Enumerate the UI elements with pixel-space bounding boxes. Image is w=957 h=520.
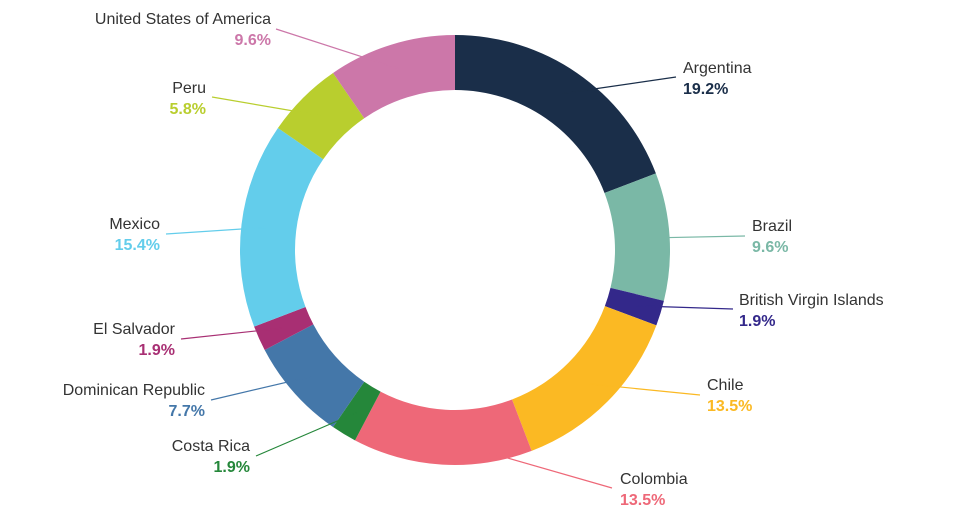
slice-label-value: 9.6% bbox=[235, 32, 271, 49]
slice-label-value: 9.6% bbox=[752, 239, 788, 256]
slice-label-name: Colombia bbox=[620, 471, 688, 488]
slice-el-salvador bbox=[254, 307, 314, 351]
slice-labels: Argentina 19.2% Brazil 9.6% British Virgin I… bbox=[63, 11, 884, 509]
slice-label-value: 13.5% bbox=[620, 492, 665, 509]
slice-label-value: 15.4% bbox=[115, 237, 160, 254]
leader-line bbox=[210, 375, 314, 401]
slice-label-name: United States of America bbox=[95, 11, 271, 28]
slice-label-name: El Salvador bbox=[93, 321, 175, 338]
leader-line bbox=[636, 305, 734, 310]
slice-chile bbox=[512, 306, 657, 451]
slice-label-value: 7.7% bbox=[169, 403, 205, 420]
leader-line bbox=[589, 383, 701, 396]
slice-dominican-republic bbox=[264, 324, 365, 428]
slice-colombia bbox=[354, 391, 532, 465]
slice-label-value: 5.8% bbox=[170, 101, 206, 118]
slice-label-value: 13.5% bbox=[707, 398, 752, 415]
slice-label-name: Mexico bbox=[109, 216, 160, 233]
slice-label-value: 1.9% bbox=[139, 342, 175, 359]
leader-line bbox=[443, 439, 613, 489]
donut-slices bbox=[240, 34, 671, 465]
slice-label-name: Argentina bbox=[683, 60, 752, 77]
slice-label-name: British Virgin Islands bbox=[739, 292, 884, 309]
slice-british-virgin-islands bbox=[604, 287, 664, 326]
slice-mexico bbox=[240, 128, 324, 327]
leader-line bbox=[275, 28, 399, 70]
leader-line bbox=[180, 327, 282, 340]
slice-label-name: Costa Rica bbox=[172, 438, 250, 455]
slice-label-value: 1.9% bbox=[739, 313, 775, 330]
slice-brazil bbox=[604, 173, 671, 301]
slice-peru bbox=[277, 72, 365, 160]
leader-line bbox=[644, 235, 746, 239]
slice-label-name: Chile bbox=[707, 377, 744, 394]
leader-line bbox=[255, 412, 357, 457]
slice-label-name: Peru bbox=[172, 80, 206, 97]
slice-label-value: 19.2% bbox=[683, 81, 728, 98]
slice-costa-rica bbox=[333, 381, 381, 441]
slice-united-states-of-america bbox=[333, 34, 455, 119]
slice-label-name: Brazil bbox=[752, 218, 792, 235]
leader-line bbox=[211, 96, 321, 117]
slice-label-value: 1.9% bbox=[214, 459, 250, 476]
slice-label-name: Dominican Republic bbox=[63, 382, 205, 399]
slice-argentina bbox=[455, 35, 656, 193]
leader-line bbox=[165, 226, 267, 235]
leader-line bbox=[562, 76, 677, 95]
leader-lines bbox=[165, 28, 746, 489]
